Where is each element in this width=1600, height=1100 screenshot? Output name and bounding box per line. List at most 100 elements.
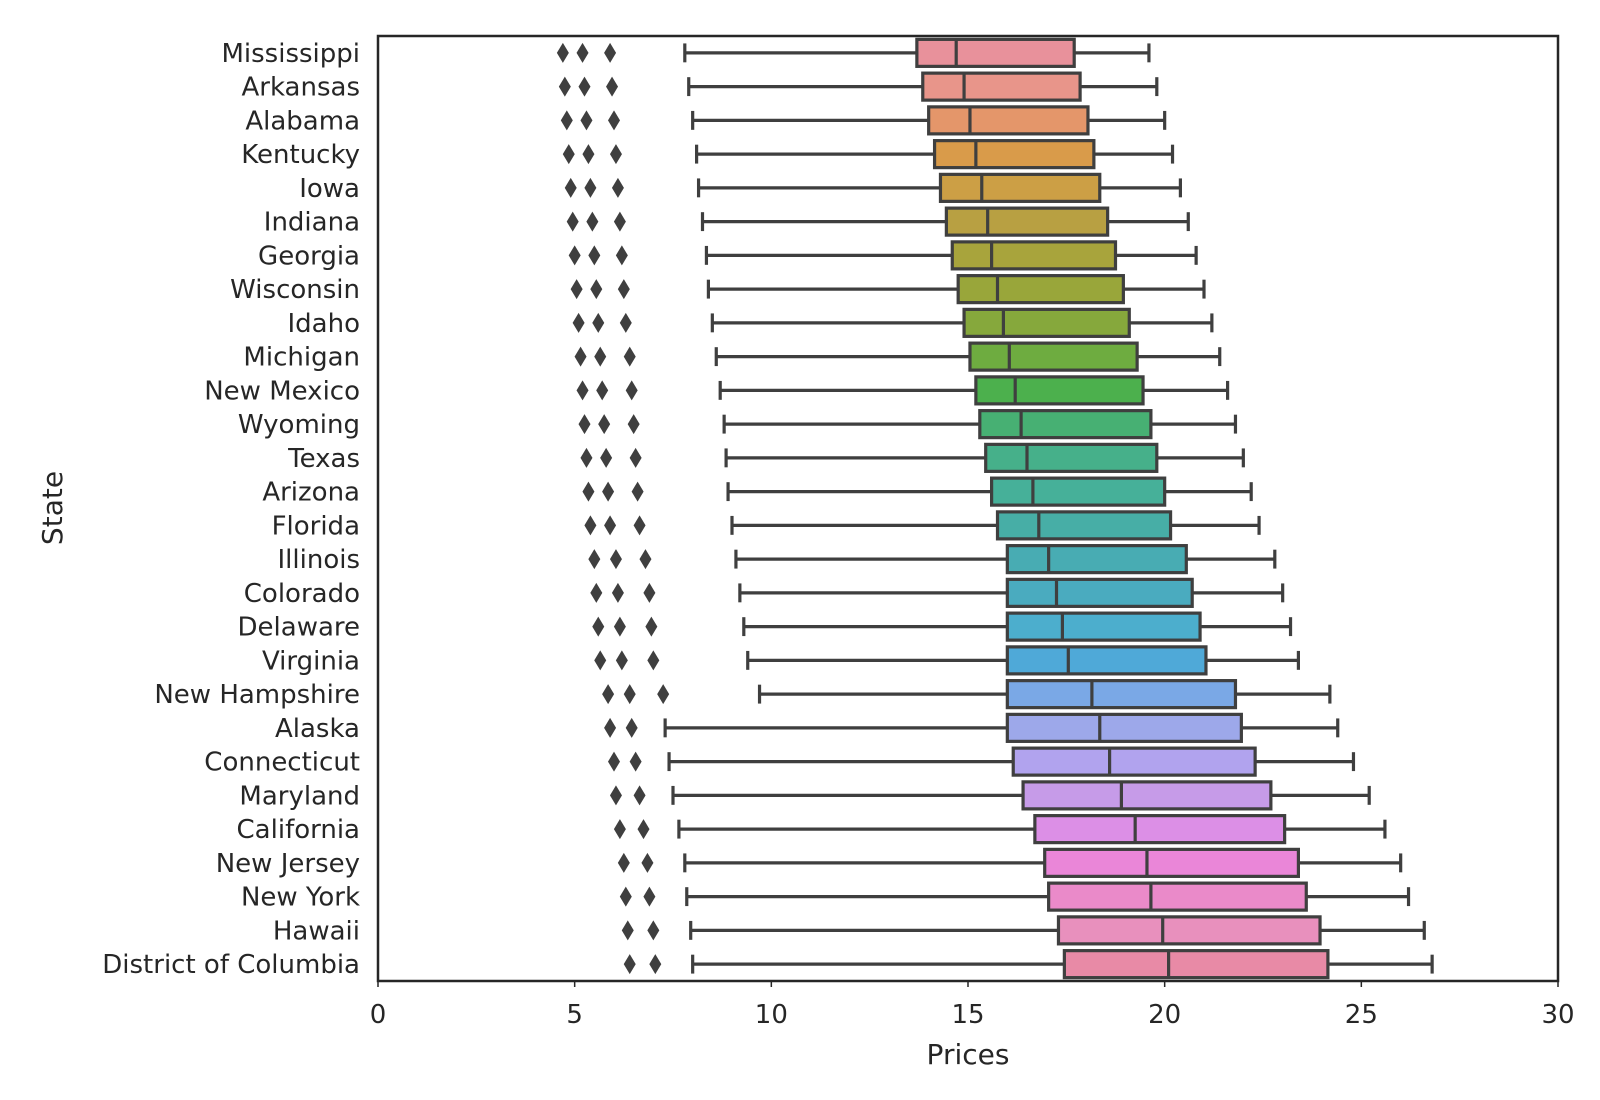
box-group-wyoming	[578, 409, 1238, 440]
box-group-iowa	[564, 172, 1183, 203]
y-tick-label: Hawaii	[273, 916, 360, 946]
box-group-arkansas	[558, 71, 1159, 102]
x-tick-label: 30	[1541, 1000, 1574, 1030]
outlier-point	[598, 414, 611, 435]
y-tick-label: Kentucky	[241, 140, 360, 170]
box	[1021, 780, 1273, 811]
box-group-wisconsin	[570, 274, 1206, 305]
box-group-illinois	[588, 544, 1277, 575]
box-group-idaho	[572, 307, 1214, 338]
outlier-point	[657, 684, 670, 705]
box	[1056, 915, 1322, 946]
box-group-district-of-columbia	[623, 949, 1434, 980]
outlier-point	[582, 481, 595, 502]
y-tick-label: Alaska	[275, 714, 360, 744]
x-tick-label: 25	[1345, 1000, 1378, 1030]
outlier-point	[621, 920, 634, 941]
y-tick-label: Illinois	[278, 545, 361, 575]
y-tick-label: Connecticut	[204, 748, 360, 778]
box	[938, 172, 1102, 203]
outlier-point	[602, 481, 615, 502]
outlier-point	[619, 312, 632, 333]
box	[927, 105, 1090, 136]
outlier-point	[631, 481, 644, 502]
outlier-point	[594, 650, 607, 671]
box	[1005, 577, 1194, 608]
outlier-point	[594, 346, 607, 367]
box-group-new-jersey	[617, 847, 1403, 878]
outlier-point	[604, 42, 617, 63]
outlier-point	[623, 684, 636, 705]
outlier-point	[558, 76, 571, 97]
box	[1062, 949, 1330, 980]
outlier-point	[580, 110, 593, 131]
box-group-new-hampshire	[602, 679, 1332, 710]
box-group-connecticut	[608, 746, 1356, 777]
outlier-point	[623, 346, 636, 367]
box	[956, 274, 1125, 305]
y-tick-label: Wisconsin	[230, 275, 360, 305]
outlier-point	[647, 650, 660, 671]
box	[950, 240, 1118, 271]
outlier-point	[643, 582, 656, 603]
outlier-point	[588, 549, 601, 570]
outlier-point	[613, 211, 626, 232]
box	[1005, 645, 1208, 676]
outlier-point	[615, 245, 628, 266]
box	[1005, 712, 1243, 743]
outlier-point	[629, 751, 642, 772]
outlier-point	[609, 549, 622, 570]
x-tick-label: 15	[951, 1000, 984, 1030]
box-group-virginia	[594, 645, 1301, 676]
box-group-new-york	[619, 881, 1411, 912]
box	[932, 139, 1096, 170]
outlier-point	[574, 346, 587, 367]
x-axis-ticks: 0 5 10 15 20 25 30	[370, 981, 1575, 1030]
outlier-point	[637, 819, 650, 840]
y-tick-label: Texas	[287, 444, 360, 474]
box	[944, 206, 1110, 237]
outlier-point	[611, 582, 624, 603]
outlier-point	[609, 144, 622, 165]
y-tick-label: California	[237, 815, 360, 845]
y-tick-label: Delaware	[238, 613, 360, 643]
outlier-point	[625, 380, 638, 401]
outlier-point	[606, 76, 619, 97]
y-tick-label: New Hampshire	[154, 680, 360, 710]
box-group-indiana	[566, 206, 1190, 237]
outlier-point	[613, 819, 626, 840]
outlier-point	[645, 616, 658, 637]
outlier-point	[592, 312, 605, 333]
outlier-point	[590, 582, 603, 603]
box-group-alaska	[604, 712, 1340, 743]
outlier-point	[604, 515, 617, 536]
outlier-point	[633, 785, 646, 806]
box-group-maryland	[609, 780, 1371, 811]
plot-area	[556, 37, 1434, 980]
x-tick-label: 5	[566, 1000, 583, 1030]
box	[1033, 814, 1287, 845]
y-tick-label: Iowa	[299, 174, 360, 204]
box-group-california	[613, 814, 1387, 845]
box-group-kentucky	[562, 139, 1175, 170]
outlier-point	[562, 144, 575, 165]
outlier-point	[615, 650, 628, 671]
box	[915, 37, 1076, 68]
outlier-point	[568, 245, 581, 266]
outlier-point	[639, 549, 652, 570]
outlier-point	[608, 110, 620, 131]
box	[1005, 679, 1238, 710]
y-tick-label: Colorado	[244, 579, 360, 609]
outlier-point	[608, 751, 620, 772]
outlier-point	[604, 717, 617, 738]
box-group-mississippi	[556, 37, 1151, 68]
box-group-delaware	[592, 611, 1293, 642]
outlier-point	[578, 76, 591, 97]
x-tick-label: 20	[1148, 1000, 1181, 1030]
outlier-point	[647, 920, 660, 941]
outlier-point	[643, 886, 656, 907]
box-group-new-mexico	[576, 375, 1230, 406]
box-group-alabama	[560, 105, 1167, 136]
outlier-point	[580, 447, 593, 468]
